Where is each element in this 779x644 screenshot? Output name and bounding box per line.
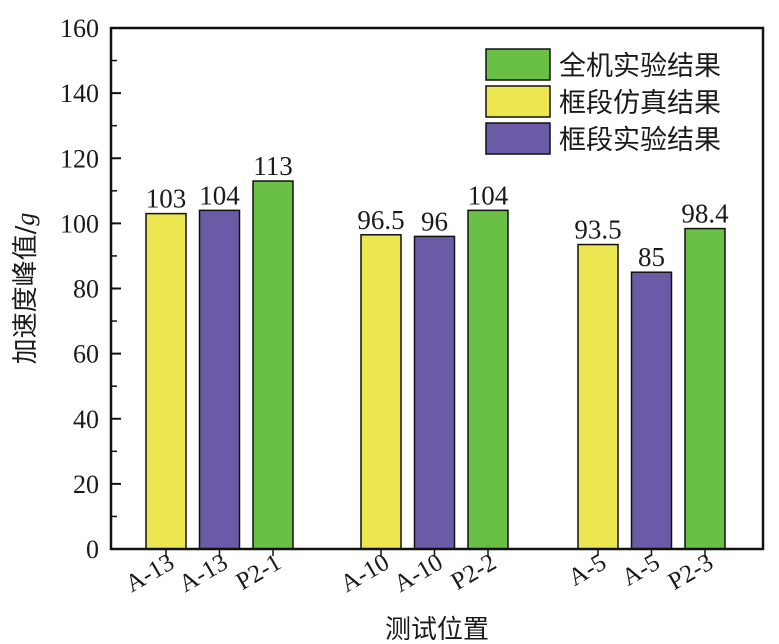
bar: [630, 271, 673, 550]
bar: [145, 212, 187, 550]
y-tick-label: 160: [60, 14, 99, 43]
x-tick-label: P2-1: [232, 549, 286, 596]
y-tick-label: 100: [60, 209, 99, 238]
x-tick-label: P2-3: [664, 549, 718, 596]
bar: [577, 243, 619, 550]
x-axis-title: 测试位置: [385, 615, 489, 644]
x-tick-label: A-13: [121, 549, 179, 598]
bar-value-label: 85: [638, 242, 665, 272]
bar-value-label: 93.5: [574, 215, 621, 245]
x-tick-label: A-5: [617, 549, 664, 592]
x-tick-label: A-10: [336, 549, 394, 598]
bar: [413, 235, 456, 550]
y-tick-label: 40: [73, 405, 99, 434]
bar: [252, 180, 294, 550]
legend-label: 框段仿真结果: [559, 88, 721, 119]
y-tick-label: 60: [73, 340, 99, 369]
legend-swatch: [485, 122, 551, 155]
x-tick-label: P2-2: [447, 549, 501, 596]
bar-value-label: 96: [421, 206, 448, 236]
legend-label: 全机实验结果: [559, 51, 721, 82]
y-axis-title: 加速度峰值/g: [11, 213, 41, 365]
y-tick-label: 140: [60, 79, 99, 108]
bar-value-label: 103: [146, 184, 187, 214]
bar-value-label: 98.4: [681, 199, 729, 229]
y-axis-title-unit: g: [11, 213, 40, 226]
bar-value-label: 104: [199, 180, 240, 210]
x-tick-label: A-13: [174, 549, 232, 598]
bars-layer: [145, 180, 726, 550]
y-tick-label: 0: [86, 535, 99, 564]
bar-value-label: 113: [253, 151, 293, 181]
y-tick-label: 80: [73, 275, 99, 304]
bar: [684, 227, 726, 550]
legend-label: 框段实验结果: [559, 125, 721, 156]
y-axis: 0 20 40 60 80 100 120 140 160: [60, 14, 121, 564]
legend-swatch: [485, 48, 551, 81]
bar-value-label: 96.5: [357, 205, 404, 235]
x-tick-label: A-10: [389, 549, 447, 598]
bar: [360, 234, 402, 550]
bar-value-label: 104: [468, 180, 509, 210]
bar: [198, 209, 241, 550]
bar: [467, 209, 509, 550]
x-axis: A-13A-13 P2-1 A-10A-10 P2-2 A-5 A-5 P2-3: [121, 549, 718, 598]
y-tick-label: 120: [60, 144, 99, 173]
value-labels-layer: 103 104 113 96.5 96 104 93.5 85 98.4: [146, 151, 729, 272]
legend-swatch: [485, 85, 551, 118]
y-axis-title-text: 加速度峰值/: [11, 225, 41, 364]
x-tick-label: A-5: [564, 549, 611, 592]
y-tick-label: 20: [73, 470, 99, 499]
